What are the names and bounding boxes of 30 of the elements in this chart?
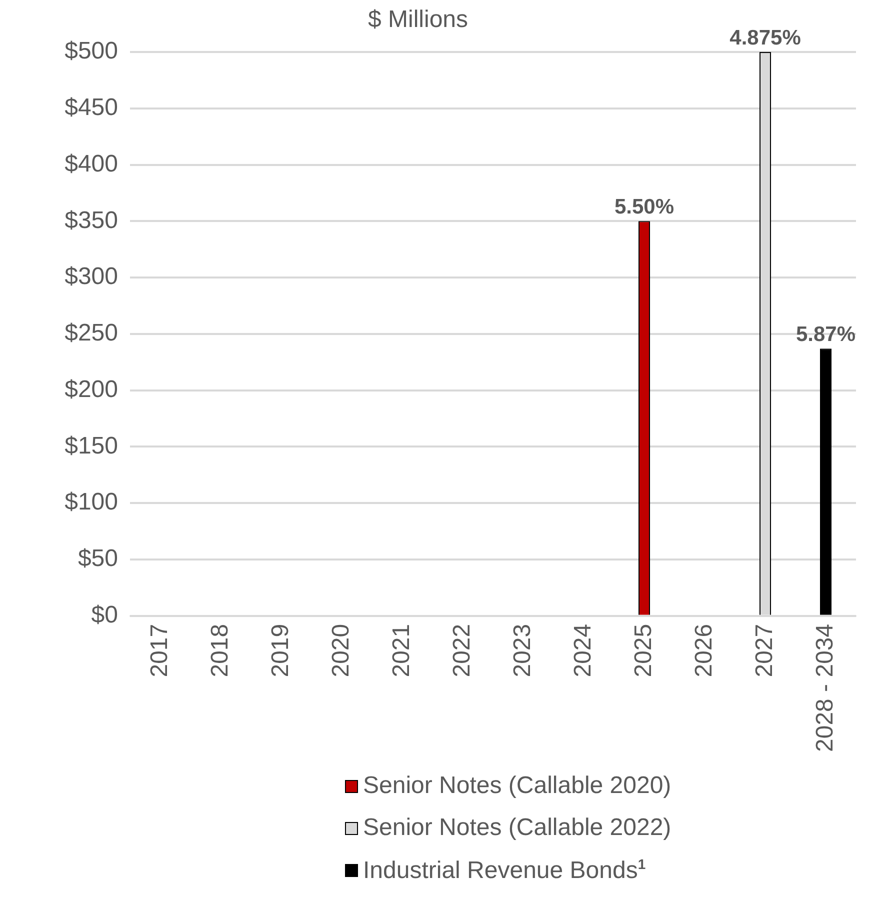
x-tick-label: 2022 <box>448 624 476 678</box>
x-tick-label: 2025 <box>630 624 657 678</box>
legend-label: Senior Notes (Callable 2022) <box>363 814 672 842</box>
x-tick-label: 2023 <box>508 624 536 678</box>
y-tick-label: $400 <box>64 150 118 178</box>
y-tick-label: $350 <box>64 206 118 234</box>
chart-title: $ Millions <box>368 6 468 33</box>
legend-label: Industrial Revenue Bonds$^{1}$ <box>363 856 646 884</box>
y-tick-label: $150 <box>64 432 118 460</box>
annotation: 5.87% <box>796 322 856 346</box>
x-tick-label: 2028 - 2034 <box>811 624 838 752</box>
y-tick-label: $100 <box>64 488 118 516</box>
x-tick-label: 2018 <box>206 624 234 678</box>
annotation: 4.875% <box>730 26 802 50</box>
y-tick-label: $50 <box>78 545 118 572</box>
y-tick-label: $0 <box>91 602 118 629</box>
annotation: 5.50% <box>614 195 674 218</box>
y-tick-label: $200 <box>64 376 118 403</box>
y-tick-label: $500 <box>64 38 118 65</box>
x-tick-label: 2027 <box>750 624 778 678</box>
x-tick-label: 2026 <box>690 624 718 678</box>
x-tick-label: 2019 <box>266 624 294 678</box>
y-tick-label: $250 <box>64 320 118 347</box>
x-tick-label: 2017 <box>146 624 173 678</box>
y-tick-label: $300 <box>64 263 118 290</box>
x-tick-label: 2020 <box>327 624 354 678</box>
legend-label: Senior Notes (Callable 2020) <box>363 772 672 800</box>
x-tick-label: 2024 <box>569 624 596 678</box>
x-tick-label: 2021 <box>388 624 415 678</box>
y-tick-label: $450 <box>64 94 118 122</box>
